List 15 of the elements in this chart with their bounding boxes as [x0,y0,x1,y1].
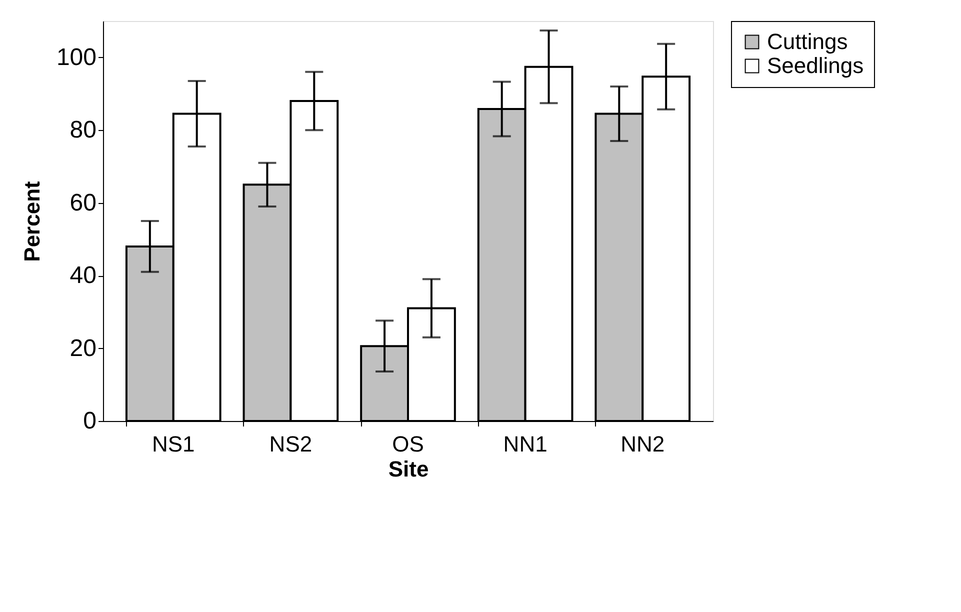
y-tick-label: 20 [70,334,96,362]
x-tick-label: NN2 [620,432,665,456]
y-axis-title: Percent [19,180,44,262]
legend-label: Seedlings [767,53,864,78]
x-axis-title: Site [388,456,429,482]
x-tick-label: NS1 [152,432,195,456]
y-tick-label: 0 [83,408,96,434]
y-tick-label: 40 [70,262,96,290]
x-tick-label: OS [392,432,424,456]
x-tick-label: NS2 [269,432,312,456]
x-tick-label: NN1 [503,432,548,456]
y-tick-label: 100 [56,44,96,71]
y-tick-label: 60 [70,189,96,216]
y-tick-label: 80 [70,116,96,144]
legend-label: Cuttings [767,29,848,54]
